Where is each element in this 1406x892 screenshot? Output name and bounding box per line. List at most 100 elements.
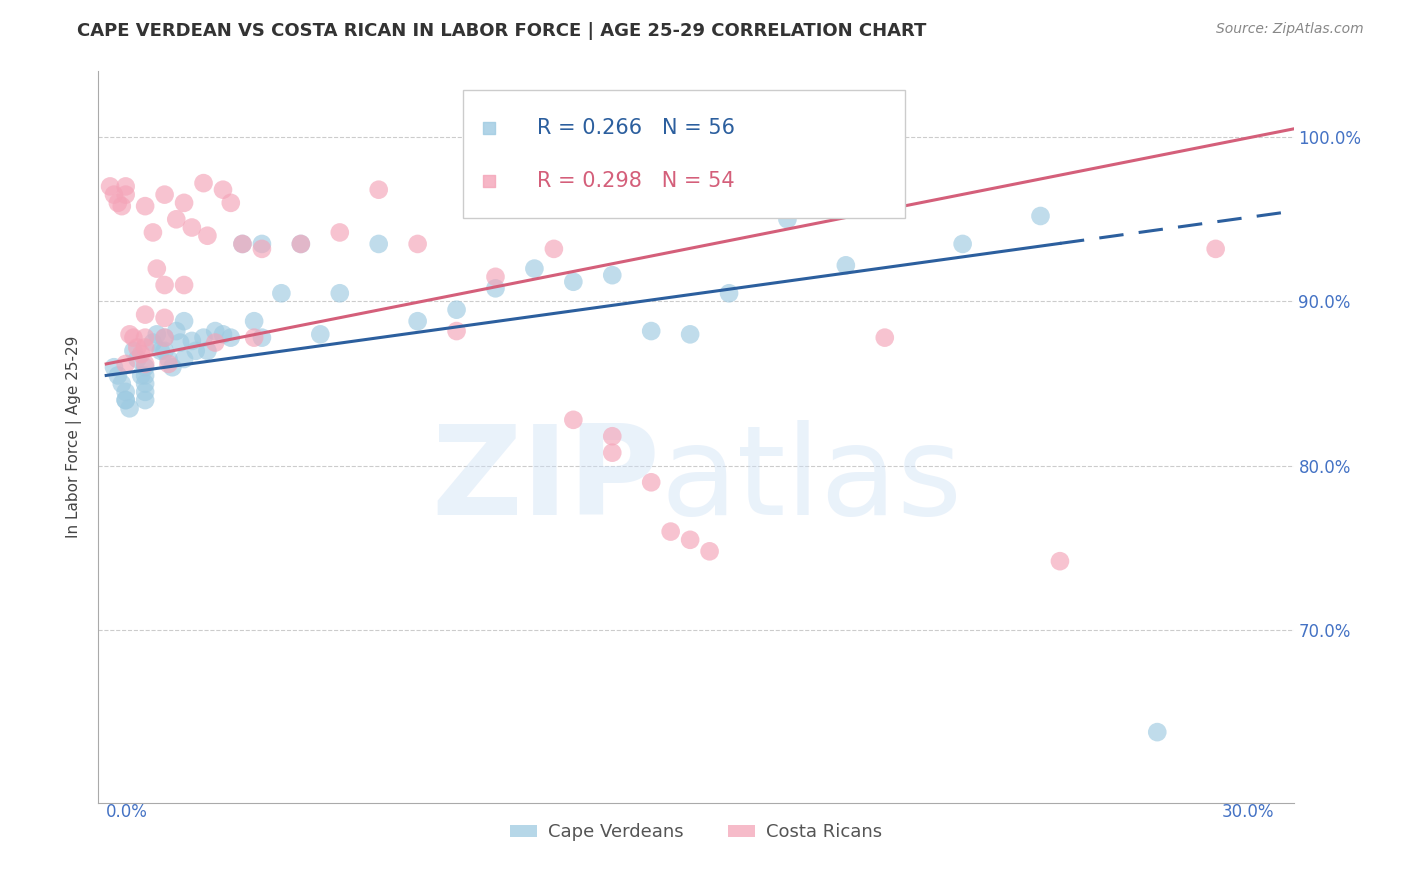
Point	[118, 327, 141, 342]
Point	[329, 286, 352, 301]
Point	[127, 341, 149, 355]
Point	[1368, 257, 1391, 271]
Point	[600, 268, 623, 282]
Point	[111, 199, 134, 213]
Point	[114, 393, 136, 408]
Point	[873, 331, 896, 345]
Point	[1205, 242, 1227, 256]
Point	[149, 343, 172, 358]
Legend: Cape Verdeans, Costa Ricans: Cape Verdeans, Costa Ricans	[502, 816, 890, 848]
Point	[134, 360, 156, 375]
Point	[134, 308, 156, 322]
Point	[153, 278, 176, 293]
Point	[543, 242, 565, 256]
Point	[1146, 725, 1168, 739]
Point	[219, 331, 242, 345]
Point	[776, 212, 799, 227]
Point	[134, 376, 156, 391]
Point	[98, 179, 121, 194]
Point	[250, 236, 273, 251]
Text: atlas: atlas	[661, 420, 962, 541]
Y-axis label: In Labor Force | Age 25-29: In Labor Force | Age 25-29	[66, 336, 83, 538]
FancyBboxPatch shape	[463, 89, 905, 218]
Point	[107, 368, 129, 383]
Point	[243, 314, 266, 328]
Point	[290, 236, 312, 251]
Point	[640, 324, 662, 338]
Point	[1049, 554, 1071, 568]
Point	[204, 324, 226, 338]
Point	[290, 236, 312, 251]
Point	[197, 228, 219, 243]
Point	[329, 226, 352, 240]
Point	[367, 236, 389, 251]
Point	[134, 357, 156, 371]
Point	[127, 351, 149, 366]
Point	[157, 351, 180, 366]
Text: Source: ZipAtlas.com: Source: ZipAtlas.com	[1216, 22, 1364, 37]
Point	[157, 357, 180, 371]
Point	[134, 384, 156, 399]
Point	[835, 183, 858, 197]
Point	[446, 302, 468, 317]
Point	[114, 357, 136, 371]
Point	[153, 343, 176, 358]
Point	[162, 360, 184, 375]
Point	[659, 524, 682, 539]
Point	[446, 324, 468, 338]
Point	[180, 334, 202, 348]
Point	[270, 286, 292, 301]
Point	[114, 187, 136, 202]
Point	[484, 269, 506, 284]
Point	[173, 278, 195, 293]
Point	[134, 199, 156, 213]
Point	[193, 176, 215, 190]
Point	[153, 310, 176, 325]
Point	[600, 429, 623, 443]
Point	[600, 446, 623, 460]
Point	[231, 236, 253, 251]
Point	[111, 376, 134, 391]
Point	[146, 327, 169, 342]
Point	[173, 351, 195, 366]
Point	[796, 199, 818, 213]
Point	[212, 183, 235, 197]
Point	[835, 258, 858, 272]
Point	[129, 368, 152, 383]
Point	[212, 327, 235, 342]
Point	[134, 341, 156, 355]
Point	[250, 242, 273, 256]
Point	[103, 360, 125, 375]
Point	[146, 261, 169, 276]
Point	[406, 236, 429, 251]
Point	[184, 343, 207, 358]
Point	[114, 393, 136, 408]
Point	[114, 179, 136, 194]
Point	[129, 347, 152, 361]
Point	[1368, 376, 1391, 391]
Point	[204, 335, 226, 350]
Point	[134, 393, 156, 408]
Point	[231, 236, 253, 251]
Point	[679, 327, 702, 342]
Text: CAPE VERDEAN VS COSTA RICAN IN LABOR FORCE | AGE 25-29 CORRELATION CHART: CAPE VERDEAN VS COSTA RICAN IN LABOR FOR…	[77, 22, 927, 40]
Point	[718, 286, 741, 301]
Text: 0.0%: 0.0%	[107, 803, 148, 821]
Point	[180, 220, 202, 235]
Point	[165, 212, 187, 227]
Point	[679, 533, 702, 547]
Point	[153, 331, 176, 345]
Text: 30.0%: 30.0%	[1222, 803, 1274, 821]
Point	[523, 261, 546, 276]
Point	[169, 335, 191, 350]
Text: R = 0.266   N = 56: R = 0.266 N = 56	[537, 118, 735, 137]
Point	[153, 187, 176, 202]
Point	[243, 331, 266, 345]
Point	[640, 475, 662, 490]
Point	[118, 401, 141, 416]
Point	[142, 226, 165, 240]
Point	[197, 343, 219, 358]
Point	[107, 195, 129, 210]
Point	[952, 236, 974, 251]
Point	[142, 335, 165, 350]
